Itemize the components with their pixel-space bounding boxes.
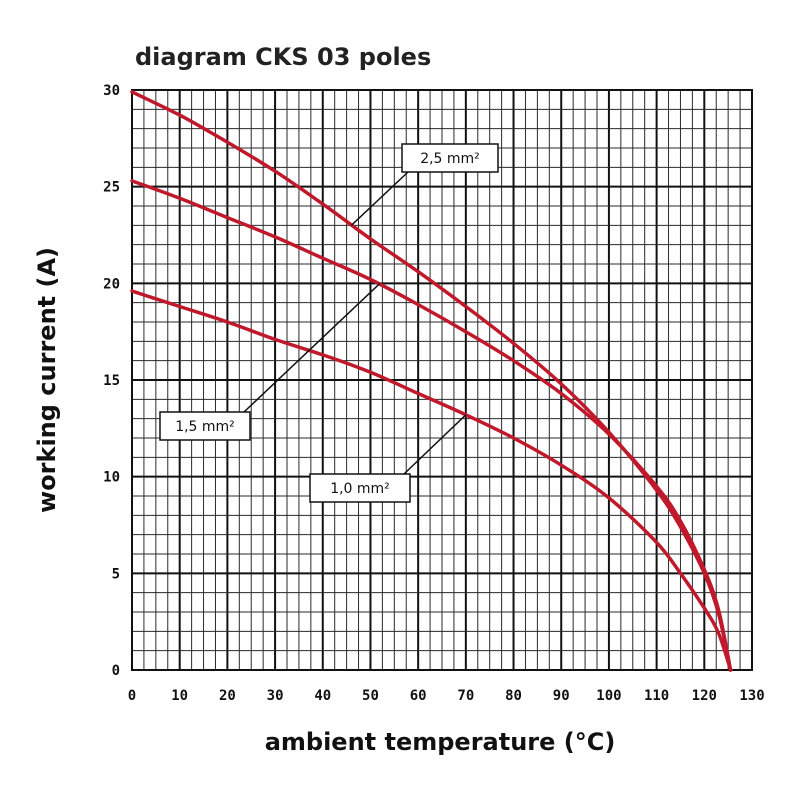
x-tick-label: 100 — [596, 688, 621, 704]
y-axis-label: working current (A) — [33, 247, 61, 513]
x-tick-label: 40 — [314, 688, 331, 704]
y-tick-label: 30 — [103, 83, 120, 99]
series-line-1 — [130, 90, 733, 672]
x-tick-label: 110 — [644, 688, 669, 704]
x-tick-label: 50 — [362, 688, 379, 704]
annotation-box — [401, 143, 499, 173]
y-tick-label: 10 — [103, 470, 120, 486]
x-tick-label: 120 — [692, 688, 717, 704]
annotation-label: 1,5 mm² — [175, 419, 235, 435]
x-tick-label: 90 — [553, 688, 570, 704]
annotation-leader — [243, 282, 381, 413]
chart-title: diagram CKS 03 poles — [135, 43, 431, 71]
plot-frame — [131, 89, 753, 671]
annotation-label: 1,0 mm² — [330, 481, 390, 497]
y-tick-label: 5 — [112, 566, 120, 582]
y-tick-label: 20 — [103, 276, 120, 292]
annotation-leaders — [243, 171, 467, 475]
x-tick-label: 70 — [457, 688, 474, 704]
annotation-box — [159, 411, 251, 441]
x-tick-label: 80 — [505, 688, 522, 704]
y-tick-label: 0 — [112, 663, 120, 679]
annotation-leader — [350, 171, 409, 226]
annotation-label: 2,5 mm² — [420, 151, 480, 167]
grid — [131, 89, 753, 671]
annotation-leader — [403, 414, 467, 475]
annotation-box — [309, 473, 411, 503]
x-ticks: 0 10 20 30 40 50 60 70 80 90 100 110 120 130 — [128, 688, 765, 704]
x-tick-label: 20 — [219, 688, 236, 704]
x-tick-label: 10 — [171, 688, 188, 704]
x-tick-label: 130 — [739, 688, 764, 704]
x-tick-label: 0 — [128, 688, 136, 704]
x-axis-label: ambient temperature (°C) — [265, 728, 616, 756]
y-ticks: 0 5 10 15 20 25 30 — [103, 83, 120, 679]
x-tick-label: 60 — [410, 688, 427, 704]
y-tick-label: 25 — [103, 180, 120, 196]
annotation-labels: 2,5 mm² 1,5 mm² 1,0 mm² — [159, 143, 499, 503]
x-tick-label: 30 — [267, 688, 284, 704]
curves — [130, 90, 733, 672]
series-line-3 — [130, 289, 733, 672]
y-tick-label: 15 — [103, 373, 120, 389]
series-line-2 — [130, 179, 733, 672]
